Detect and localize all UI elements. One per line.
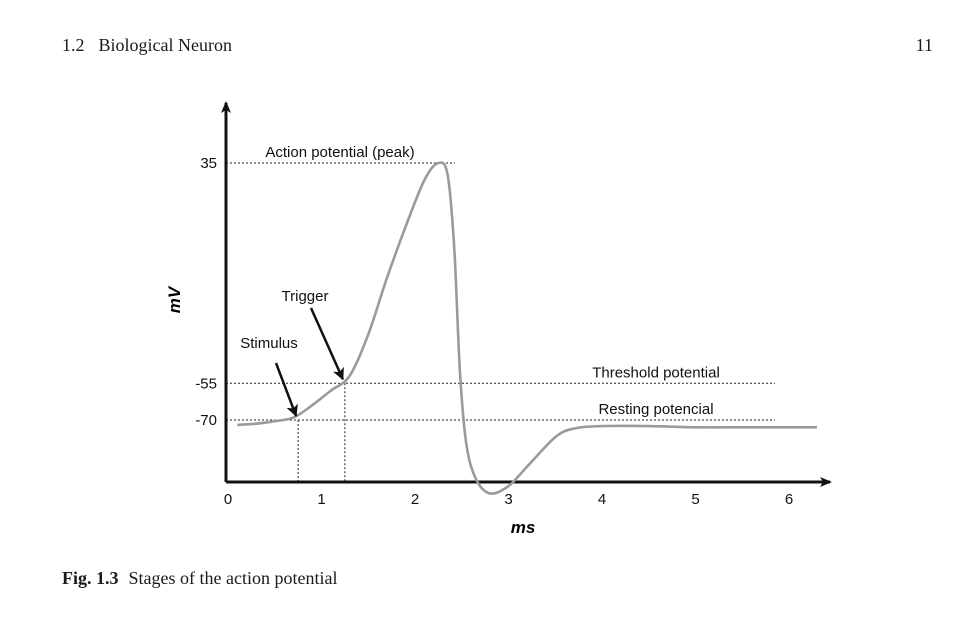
running-head: 1.2 Biological Neuron	[62, 35, 232, 56]
caption-text: Stages of the action potential	[128, 568, 338, 588]
figure-caption: Fig. 1.3 Stages of the action potential	[62, 568, 337, 589]
x-tick-label: 4	[598, 491, 606, 508]
x-tick-label: 1	[317, 491, 325, 508]
section-number: 1.2	[62, 35, 85, 55]
x-tick-label: 0	[224, 491, 232, 508]
annotation-drop-lines	[297, 383, 346, 482]
figure-label: Fig. 1.3	[62, 568, 119, 588]
reference-lines: Action potential (peak) Threshold potenti…	[226, 144, 775, 421]
x-tick-label: 3	[504, 491, 512, 508]
reference-line-label: Action potential (peak)	[265, 144, 414, 161]
x-tick-label: 6	[785, 491, 793, 508]
annotation-label: Trigger	[282, 288, 329, 305]
y-tick-label: -55	[195, 375, 217, 392]
x-tick-label: 2	[411, 491, 419, 508]
action-potential-chart: Action potential (peak) Threshold potenti…	[165, 101, 832, 537]
y-tick-label: 35	[200, 155, 217, 172]
annotations: Stimulus Trigger	[240, 288, 345, 417]
page-number: 11	[915, 35, 933, 55]
annotation-arrow	[274, 362, 298, 417]
reference-line-label: Resting potencial	[598, 401, 713, 418]
annotation-arrow	[309, 307, 345, 381]
reference-line-label: Threshold potential	[592, 364, 720, 381]
axis-ticks: 0 1 2 3 4 5 6 35 -55 -70	[195, 155, 793, 508]
membrane-potential-curve	[237, 161, 817, 495]
x-axis-label: ms	[511, 518, 536, 537]
section-title: Biological Neuron	[98, 35, 232, 55]
annotation-label: Stimulus	[240, 335, 298, 352]
x-tick-label: 5	[691, 491, 699, 508]
y-tick-label: -70	[195, 412, 217, 429]
y-axis-label: mV	[165, 285, 184, 313]
